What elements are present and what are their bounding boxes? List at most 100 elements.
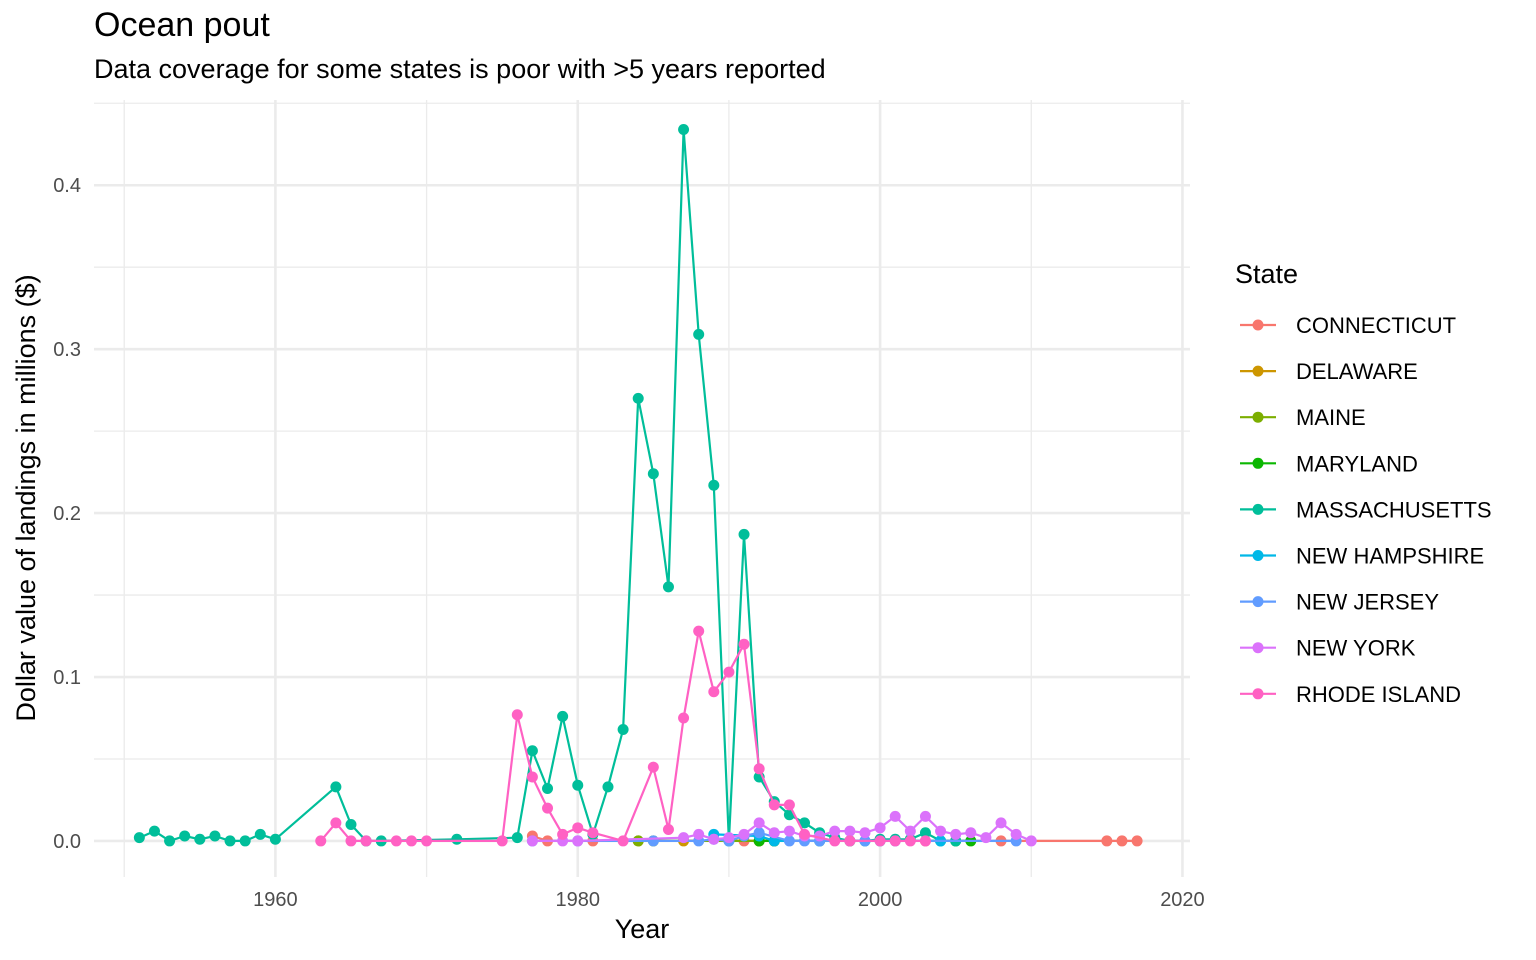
data-point-new-york — [844, 825, 856, 837]
data-point-massachusetts — [542, 782, 554, 794]
y-tick-label: 0.3 — [53, 339, 81, 361]
x-tick-label: 1980 — [556, 889, 601, 911]
data-point-new-york — [935, 825, 947, 837]
data-point-rhode-island — [844, 835, 856, 847]
legend-item-connecticut: CONNECTICUT — [1240, 313, 1456, 338]
data-point-new-york — [1010, 828, 1022, 840]
data-point-massachusetts — [179, 830, 191, 842]
legend-label: RHODE ISLAND — [1296, 682, 1461, 707]
data-point-massachusetts — [632, 392, 644, 404]
x-tick-label: 2000 — [858, 889, 903, 911]
data-point-rhode-island — [390, 835, 402, 847]
data-point-new-york — [995, 817, 1007, 829]
y-tick-label: 0.0 — [53, 831, 81, 853]
data-point-massachusetts — [647, 468, 659, 480]
data-point-new-york — [829, 825, 841, 837]
legend-item-rhode-island: RHODE ISLAND — [1240, 682, 1461, 707]
data-point-massachusetts — [254, 828, 266, 840]
data-point-rhode-island — [496, 835, 508, 847]
data-point-rhode-island — [662, 823, 674, 835]
y-tick-label: 0.1 — [53, 667, 81, 689]
data-point-new-york — [904, 825, 916, 837]
legend-item-maine: MAINE — [1240, 405, 1366, 430]
data-point-new-york — [738, 828, 750, 840]
legend-key-point — [1252, 688, 1264, 700]
y-tick-label: 0.4 — [53, 175, 81, 197]
data-point-massachusetts — [224, 835, 236, 847]
data-point-new-york — [859, 827, 871, 839]
data-point-rhode-island — [723, 666, 735, 678]
data-point-rhode-island — [678, 712, 690, 724]
x-tick-label: 1960 — [253, 889, 298, 911]
data-point-new-york — [950, 828, 962, 840]
legend-label: NEW JERSEY — [1296, 590, 1439, 615]
data-point-new-york — [693, 828, 705, 840]
data-point-new-york — [919, 810, 931, 822]
data-point-rhode-island — [904, 835, 916, 847]
legend-key-point — [1252, 457, 1264, 469]
data-point-rhode-island — [693, 625, 705, 637]
data-point-rhode-island — [919, 835, 931, 847]
series-line-rhode-island — [319, 629, 926, 843]
data-point-new-york — [783, 825, 795, 837]
data-point-rhode-island — [799, 828, 811, 840]
data-point-massachusetts — [194, 833, 206, 845]
data-point-massachusetts — [133, 832, 145, 844]
data-point-massachusetts — [511, 832, 523, 844]
data-point-rhode-island — [874, 835, 886, 847]
legend-item-new-jersey: NEW JERSEY — [1240, 590, 1439, 615]
data-point-massachusetts — [693, 328, 705, 340]
data-point-massachusetts — [708, 479, 720, 491]
legend-key-point — [1252, 596, 1264, 608]
legend: State CONNECTICUT DELAWARE MAINE MARYLAND MA… — [1235, 259, 1492, 707]
grid-lines — [94, 100, 1190, 877]
x-tick-label: 2020 — [1160, 889, 1205, 911]
data-point-massachusetts — [269, 833, 281, 845]
series-line-massachusetts — [138, 128, 956, 843]
data-point-massachusetts — [662, 581, 674, 593]
legend-label: MASSACHUSETTS — [1296, 497, 1492, 522]
data-point-new-york — [753, 817, 765, 829]
data-point-connecticut — [1131, 835, 1143, 847]
data-point-rhode-island — [421, 835, 433, 847]
data-point-new-york — [965, 827, 977, 839]
data-point-connecticut — [1101, 835, 1113, 847]
x-axis-title: Year — [615, 914, 670, 944]
data-point-rhode-island — [647, 761, 659, 773]
data-point-rhode-island — [829, 835, 841, 847]
series-layer — [133, 124, 1143, 847]
legend-label: MAINE — [1296, 405, 1366, 430]
data-point-massachusetts — [239, 835, 251, 847]
data-point-rhode-island — [511, 709, 523, 721]
legend-key-point — [1252, 411, 1264, 423]
data-point-rhode-island — [753, 763, 765, 775]
data-point-new-york — [889, 810, 901, 822]
data-point-new-jersey — [647, 835, 659, 847]
data-point-rhode-island — [405, 835, 417, 847]
data-point-rhode-island — [708, 686, 720, 698]
legend-label: CONNECTICUT — [1296, 313, 1456, 338]
legend-label: NEW YORK — [1296, 636, 1416, 661]
data-point-massachusetts — [678, 124, 690, 136]
legend-item-massachusetts: MASSACHUSETTS — [1240, 497, 1492, 522]
data-point-massachusetts — [557, 710, 569, 722]
data-point-rhode-island — [315, 835, 327, 847]
data-point-new-york — [723, 832, 735, 844]
data-point-new-jersey — [783, 835, 795, 847]
data-point-connecticut — [1116, 835, 1128, 847]
legend-item-delaware: DELAWARE — [1240, 359, 1418, 384]
series-massachusetts — [133, 124, 962, 847]
legend-title: State — [1235, 259, 1298, 289]
legend-key-point — [1252, 550, 1264, 561]
data-point-rhode-island — [572, 822, 584, 834]
data-point-new-york — [708, 833, 720, 845]
data-point-rhode-island — [526, 771, 538, 783]
y-tick-label: 0.2 — [53, 503, 81, 525]
y-axis-title: Dollar value of landings in millions ($) — [11, 274, 41, 721]
data-point-rhode-island — [738, 638, 750, 650]
legend-item-maryland: MARYLAND — [1240, 451, 1418, 476]
legend-label: MARYLAND — [1296, 451, 1418, 476]
data-point-massachusetts — [738, 528, 750, 540]
legend-item-new-hampshire: NEW HAMPSHIRE — [1240, 544, 1484, 569]
series-new-york — [526, 810, 1037, 847]
